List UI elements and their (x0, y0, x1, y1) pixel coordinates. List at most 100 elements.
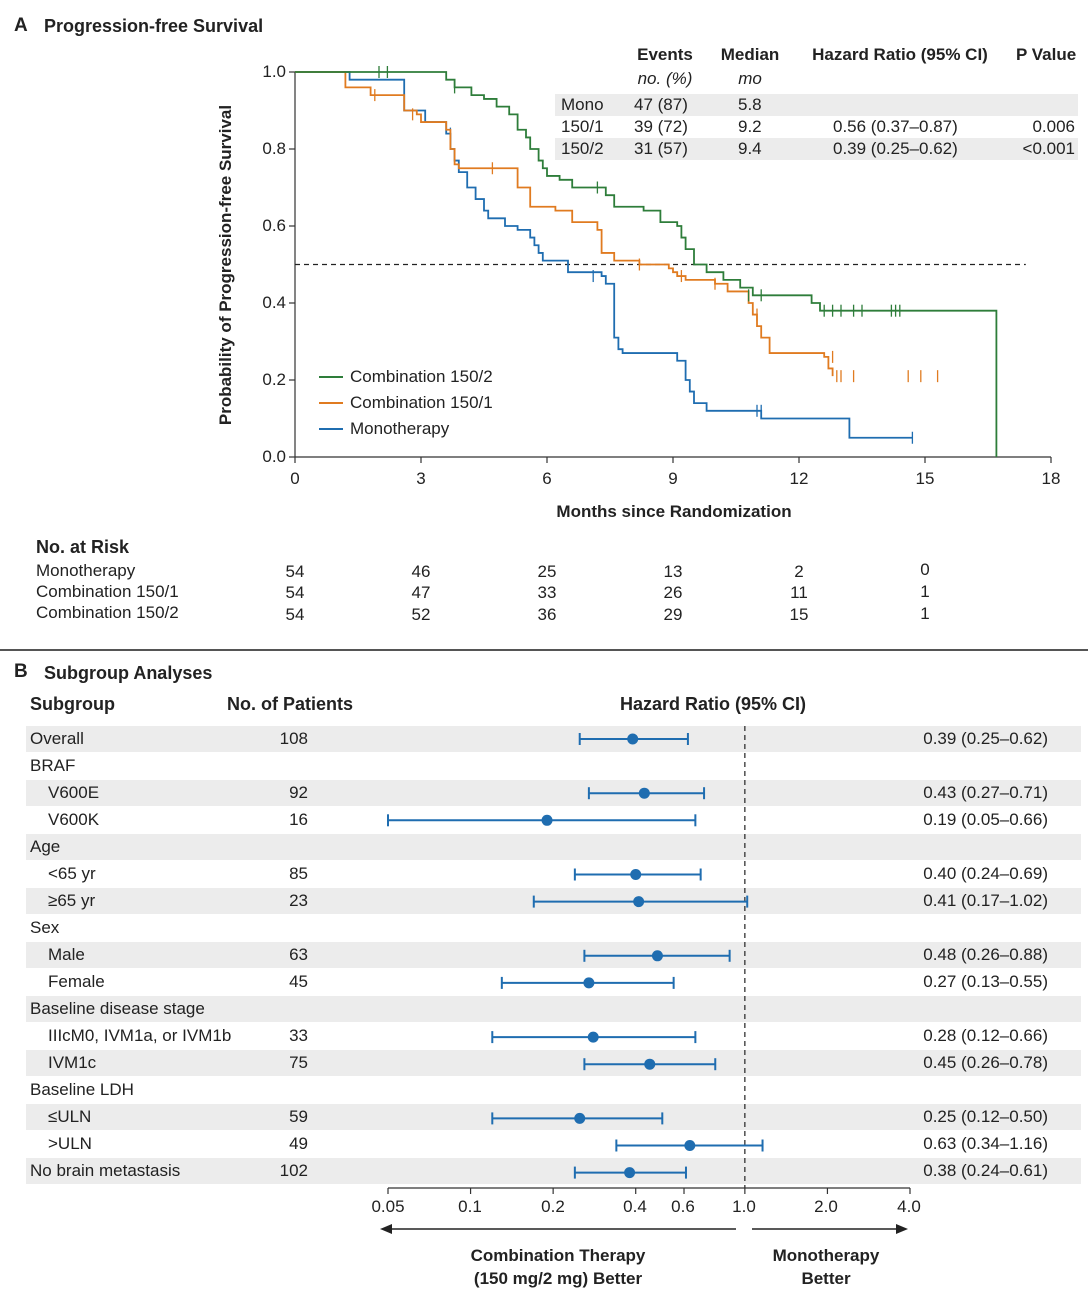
subgroup-label: Overall (30, 729, 84, 748)
legend-label: Combination 150/1 (350, 393, 493, 412)
km-xtick-label: 12 (789, 469, 809, 488)
favors-left-line2: (150 mg/2 mg) Better (473, 1269, 643, 1288)
subgroup-label: V600K (48, 810, 100, 829)
subgroup-hr: 0.19 (0.05–0.66) (923, 810, 1048, 829)
risk-value: 0 (920, 560, 930, 579)
subgroup-label: Baseline disease stage (30, 999, 205, 1018)
risk-value: 29 (663, 605, 683, 624)
forest-point (651, 950, 663, 962)
subgroup-label: IIIcM0, IVM1a, or IVM1b (48, 1026, 232, 1045)
risk-label: Monotherapy (36, 561, 136, 580)
favors-right-line2: Better (801, 1269, 851, 1288)
risk-value: 36 (537, 605, 557, 624)
legend-swatch-mono (319, 428, 343, 430)
row-band (26, 834, 1081, 860)
subgroup-label: <65 yr (48, 864, 96, 883)
favors-left-arrow-head (380, 1224, 392, 1234)
risk-label: Combination 150/1 (36, 582, 179, 601)
subgroup-label: IVM1c (48, 1053, 97, 1072)
forest-point (630, 869, 642, 880)
subgroup-hr: 0.43 (0.27–0.71) (923, 783, 1048, 802)
subgroup-hr: 0.41 (0.17–1.02) (923, 891, 1048, 910)
stats-p: <0.001 (1022, 139, 1075, 158)
stats-row-band (555, 138, 1078, 160)
subgroup-n: 33 (289, 1026, 308, 1045)
subgroup-label: V600E (48, 783, 100, 802)
risk-value: 15 (789, 605, 809, 624)
forest-xtick-label: 0.4 (623, 1197, 647, 1216)
stats-events: 39 (72) (634, 117, 688, 136)
row-band (26, 942, 1081, 968)
events-unit: no. (%) (637, 69, 693, 88)
subgroup-n: 59 (289, 1107, 308, 1126)
subgroup-n: 16 (289, 810, 308, 829)
km-ytick-label: 1.0 (262, 62, 286, 81)
legend-swatch-combo2 (319, 376, 343, 378)
subgroup-hr: 0.63 (0.34–1.16) (923, 1134, 1048, 1153)
row-band (26, 1104, 1081, 1130)
risk-label: Combination 150/2 (36, 603, 179, 622)
stats-median: 9.4 (738, 139, 762, 158)
km-curve-combination-150-2 (295, 71, 998, 457)
forest-point (587, 1031, 599, 1043)
forest-point (684, 1140, 696, 1151)
forest-xtick-label: 0.05 (371, 1197, 405, 1216)
forest-point (574, 1112, 586, 1124)
stats-median: 9.2 (738, 117, 762, 136)
panel-b-letter: B (14, 661, 28, 682)
risk-value: 47 (411, 583, 431, 602)
km-xtick-label: 0 (290, 469, 300, 488)
risk-value: 54 (285, 583, 305, 602)
p-header: P Value (1016, 45, 1077, 64)
risk-value: 54 (285, 562, 305, 581)
subgroup-label: ≥65 yr (48, 891, 96, 910)
favors-left-line1: Combination Therapy (470, 1246, 646, 1265)
risk-value: 46 (411, 562, 431, 581)
row-band (26, 996, 1081, 1022)
subgroup-n: 75 (289, 1053, 308, 1072)
risk-value: 13 (663, 562, 683, 581)
patients-header: No. of Patients (227, 694, 354, 714)
row-band (26, 780, 1081, 806)
km-xlabel: Months since Randomization (556, 502, 792, 521)
risk-value: 33 (537, 583, 557, 602)
forest-point (583, 977, 595, 989)
forest-point (644, 1058, 656, 1070)
subgroup-hr: 0.40 (0.24–0.69) (923, 864, 1048, 883)
subgroup-hr: 0.39 (0.25–0.62) (923, 729, 1048, 748)
events-header: Events (637, 45, 693, 64)
km-ytick-label: 0.8 (262, 139, 286, 158)
subgroup-label: No brain metastasis (30, 1161, 181, 1180)
forest-xtick-label: 2.0 (814, 1197, 838, 1216)
risk-title: No. at Risk (36, 537, 130, 557)
panel-a-title: Progression-free Survival (44, 16, 264, 36)
forest-hr-header: Hazard Ratio (95% CI) (619, 694, 807, 714)
subgroup-n: 102 (279, 1161, 308, 1180)
forest-xtick-label: 0.2 (541, 1197, 565, 1216)
forest-point (624, 1167, 636, 1179)
risk-value: 26 (663, 583, 683, 602)
forest-xtick-label: 0.1 (458, 1197, 482, 1216)
stats-group: Mono (561, 95, 604, 114)
subgroup-n: 23 (289, 891, 308, 910)
stats-row-band (555, 94, 1078, 116)
km-curve-combination-150-1 (295, 71, 834, 377)
km-xtick-label: 6 (542, 469, 552, 488)
subgroup-n: 108 (279, 729, 308, 748)
forest-xtick-label: 1.0 (732, 1197, 756, 1216)
stats-events: 47 (87) (634, 95, 688, 114)
subgroup-label: ≤ULN (48, 1107, 92, 1126)
subgroup-n: 85 (289, 864, 308, 883)
forest-xtick-label: 0.6 (671, 1197, 695, 1216)
legend-swatch-combo1 (319, 402, 343, 404)
forest-point (638, 787, 650, 799)
risk-value: 54 (285, 605, 305, 624)
km-xtick-label: 18 (1041, 469, 1061, 488)
row-band (26, 726, 1081, 752)
forest-point (633, 896, 645, 908)
favors-right-line1: Monotherapy (772, 1246, 880, 1265)
stats-p: 0.006 (1032, 117, 1075, 136)
km-ytick-label: 0.2 (262, 370, 286, 389)
forest-point (627, 733, 639, 745)
subgroup-label: Age (30, 837, 61, 856)
